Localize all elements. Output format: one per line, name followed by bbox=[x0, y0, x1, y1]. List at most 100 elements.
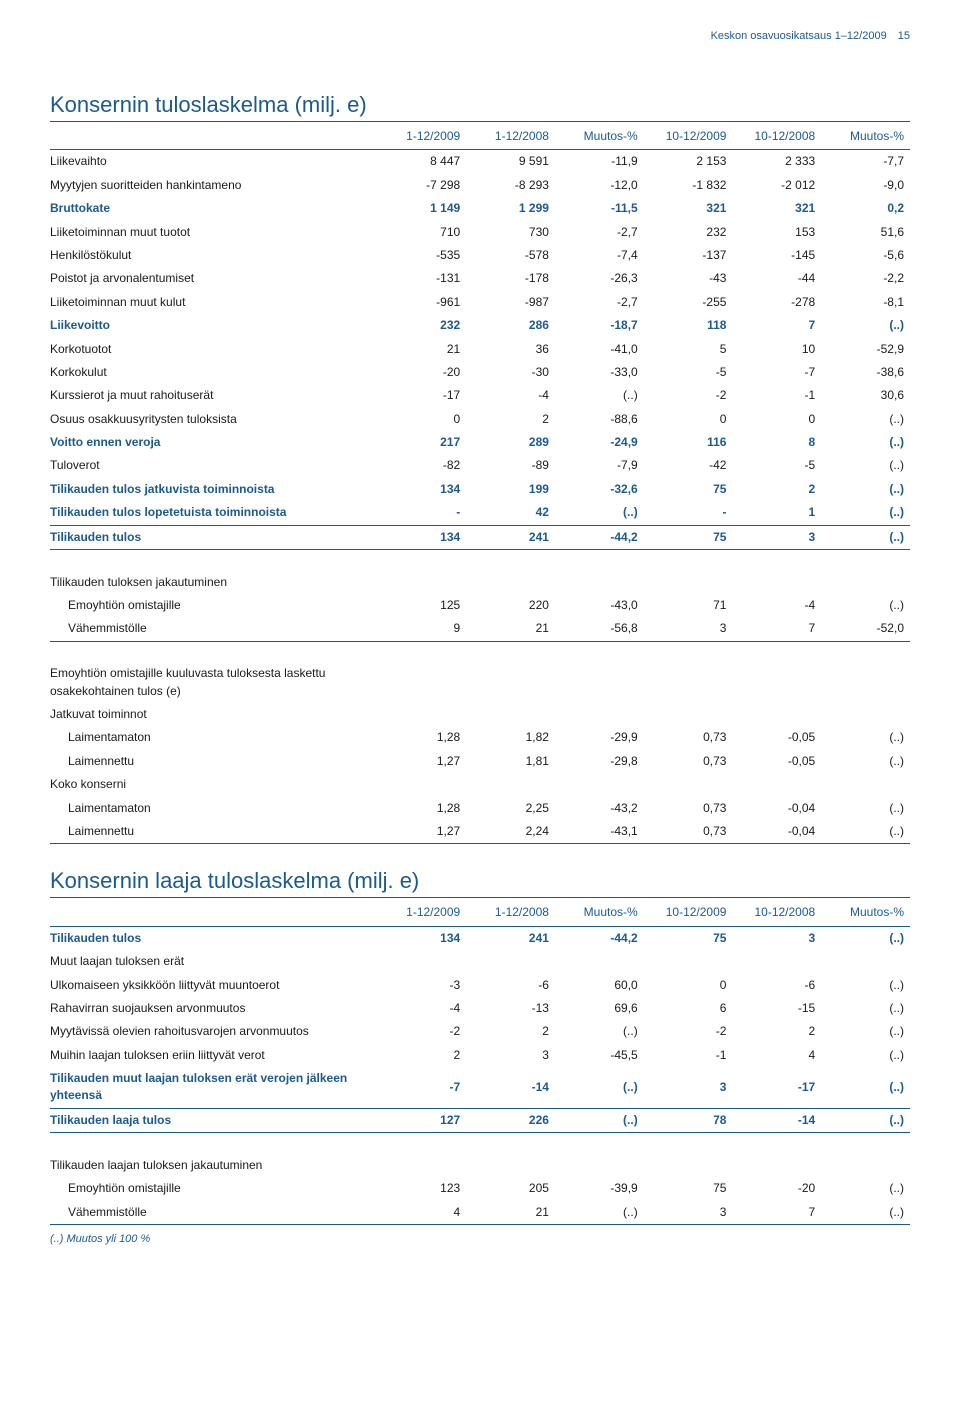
cell: 3 bbox=[644, 1067, 733, 1108]
cell: 2 bbox=[732, 478, 821, 501]
cell: -52,0 bbox=[821, 617, 910, 641]
row-label: Emoyhtiön omistajille kuuluvasta tulokse… bbox=[50, 651, 377, 703]
column-header: Muutos-% bbox=[555, 898, 644, 926]
table2-title-row: Konsernin laaja tuloslaskelma (milj. e) bbox=[50, 868, 910, 898]
column-header: 1-12/2008 bbox=[466, 898, 555, 926]
table-row: Tilikauden laaja tulos127226(..)78-14(..… bbox=[50, 1108, 910, 1132]
cell: -6 bbox=[466, 974, 555, 997]
cell: -578 bbox=[466, 244, 555, 267]
cell: 1 299 bbox=[466, 197, 555, 220]
cell: -8 293 bbox=[466, 174, 555, 197]
row-label: Korkotuotot bbox=[50, 338, 377, 361]
cell: -43 bbox=[644, 267, 733, 290]
cell: -5,6 bbox=[821, 244, 910, 267]
cell: 289 bbox=[466, 431, 555, 454]
column-header: 10-12/2008 bbox=[732, 898, 821, 926]
cell: 4 bbox=[732, 1044, 821, 1067]
row-label: Muut laajan tuloksen erät bbox=[50, 950, 377, 973]
cell: -1 832 bbox=[644, 174, 733, 197]
row-label: Koko konserni bbox=[50, 773, 377, 796]
row-label: Tilikauden laaja tulos bbox=[50, 1108, 377, 1132]
cell bbox=[821, 703, 910, 726]
column-header: 10-12/2008 bbox=[732, 122, 821, 150]
cell bbox=[821, 773, 910, 796]
row-label: Kurssierot ja muut rahoituserät bbox=[50, 384, 377, 407]
cell: 1,27 bbox=[377, 820, 466, 844]
column-header: Muutos-% bbox=[821, 122, 910, 150]
cell: -5 bbox=[732, 454, 821, 477]
cell: 75 bbox=[644, 525, 733, 549]
cell bbox=[732, 560, 821, 594]
cell: 10 bbox=[732, 338, 821, 361]
cell: -2 bbox=[377, 1020, 466, 1043]
table-row bbox=[50, 550, 910, 560]
cell: 127 bbox=[377, 1108, 466, 1132]
cell: 1,82 bbox=[466, 726, 555, 749]
cell: 51,6 bbox=[821, 221, 910, 244]
row-label: Rahavirran suojauksen arvonmuutos bbox=[50, 997, 377, 1020]
row-label: Bruttokate bbox=[50, 197, 377, 220]
cell: 0 bbox=[377, 408, 466, 431]
cell: 1,28 bbox=[377, 797, 466, 820]
cell: 2 153 bbox=[644, 150, 733, 174]
cell: (..) bbox=[821, 974, 910, 997]
cell: -987 bbox=[466, 291, 555, 314]
cell: -17 bbox=[377, 384, 466, 407]
cell: 2 bbox=[466, 408, 555, 431]
table-row: Laimennettu1,271,81-29,80,73-0,05(..) bbox=[50, 750, 910, 773]
cell: 71 bbox=[644, 594, 733, 617]
cell bbox=[644, 773, 733, 796]
table2-header-row: 1-12/20091-12/2008Muutos-%10-12/200910-1… bbox=[50, 898, 910, 926]
cell: 153 bbox=[732, 221, 821, 244]
cell: 75 bbox=[644, 1177, 733, 1200]
cell: (..) bbox=[821, 594, 910, 617]
cell: - bbox=[377, 501, 466, 525]
table-row: Kurssierot ja muut rahoituserät-17-4(..)… bbox=[50, 384, 910, 407]
cell bbox=[821, 651, 910, 703]
cell: 205 bbox=[466, 1177, 555, 1200]
cell: (..) bbox=[821, 1201, 910, 1225]
table-row: Tilikauden tulos134241-44,2753(..) bbox=[50, 525, 910, 549]
cell: -44 bbox=[732, 267, 821, 290]
cell: 2 333 bbox=[732, 150, 821, 174]
cell bbox=[466, 1143, 555, 1177]
cell: (..) bbox=[555, 1201, 644, 1225]
table-row: Korkotuotot2136-41,0510-52,9 bbox=[50, 338, 910, 361]
column-header: 10-12/2009 bbox=[644, 898, 733, 926]
cell: 69,6 bbox=[555, 997, 644, 1020]
cell: -7 bbox=[732, 361, 821, 384]
table2-title: Konsernin laaja tuloslaskelma (milj. e) bbox=[50, 868, 419, 894]
cell: -5 bbox=[644, 361, 733, 384]
cell: 321 bbox=[732, 197, 821, 220]
table-row: Emoyhtiön omistajille125220-43,071-4(..) bbox=[50, 594, 910, 617]
cell: 7 bbox=[732, 617, 821, 641]
cell: (..) bbox=[821, 726, 910, 749]
row-label: Laimentamaton bbox=[50, 726, 377, 749]
cell bbox=[377, 703, 466, 726]
cell: -7,9 bbox=[555, 454, 644, 477]
row-label: Jatkuvat toiminnot bbox=[50, 703, 377, 726]
cell: 5 bbox=[644, 338, 733, 361]
column-header: Muutos-% bbox=[821, 898, 910, 926]
column-header: 1-12/2009 bbox=[377, 898, 466, 926]
table-row bbox=[50, 641, 910, 651]
row-label: Myytävissä olevien rahoitusvarojen arvon… bbox=[50, 1020, 377, 1043]
cell: 2 bbox=[466, 1020, 555, 1043]
table-row: Ulkomaiseen yksikköön liittyvät muuntoer… bbox=[50, 974, 910, 997]
cell: (..) bbox=[821, 408, 910, 431]
table-row: Laimennettu1,272,24-43,10,73-0,04(..) bbox=[50, 820, 910, 844]
cell: 217 bbox=[377, 431, 466, 454]
cell: 3 bbox=[644, 617, 733, 641]
cell: 134 bbox=[377, 525, 466, 549]
table-row: Myytyjen suoritteiden hankintameno-7 298… bbox=[50, 174, 910, 197]
table-row: Tuloverot-82-89-7,9-42-5(..) bbox=[50, 454, 910, 477]
row-label: Tilikauden tulos jatkuvista toiminnoista bbox=[50, 478, 377, 501]
cell: (..) bbox=[821, 525, 910, 549]
column-header: 10-12/2009 bbox=[644, 122, 733, 150]
cell: 60,0 bbox=[555, 974, 644, 997]
cell: (..) bbox=[555, 384, 644, 407]
row-label: Ulkomaiseen yksikköön liittyvät muuntoer… bbox=[50, 974, 377, 997]
row-label: Tilikauden tuloksen jakautuminen bbox=[50, 560, 377, 594]
cell: 125 bbox=[377, 594, 466, 617]
cell: -24,9 bbox=[555, 431, 644, 454]
